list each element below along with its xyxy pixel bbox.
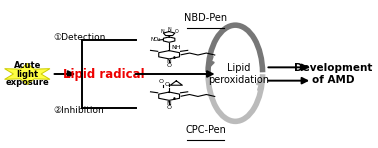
Text: light: light — [16, 70, 38, 78]
Text: •: • — [172, 54, 177, 63]
Text: ②Inhibition: ②Inhibition — [54, 106, 105, 115]
Text: CPC-Pen: CPC-Pen — [185, 125, 226, 135]
Text: Lipid radical: Lipid radical — [63, 67, 144, 81]
Text: Development
of AMD: Development of AMD — [294, 63, 372, 85]
Polygon shape — [5, 63, 50, 85]
Text: O: O — [167, 104, 172, 110]
Text: •: • — [172, 95, 177, 104]
Text: NH: NH — [171, 45, 180, 50]
Text: O: O — [164, 82, 169, 87]
Text: NO₂: NO₂ — [151, 37, 161, 42]
Text: N: N — [167, 101, 172, 106]
Text: O: O — [175, 29, 178, 34]
Text: Lipid
peroxidation: Lipid peroxidation — [208, 63, 269, 85]
Text: Acute: Acute — [14, 61, 41, 70]
Text: NBD-Pen: NBD-Pen — [184, 13, 227, 23]
Text: N: N — [167, 59, 172, 64]
Text: O: O — [167, 63, 172, 68]
Text: ①Detection: ①Detection — [54, 33, 106, 42]
Text: N: N — [167, 27, 171, 32]
Text: exposure: exposure — [5, 78, 49, 87]
Text: N: N — [160, 29, 164, 34]
Text: O: O — [159, 79, 164, 84]
